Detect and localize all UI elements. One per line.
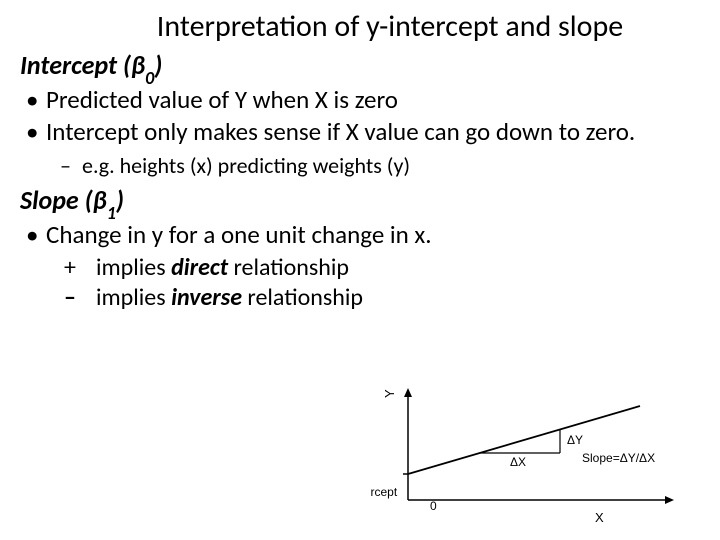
minus-emph: inverse	[171, 283, 242, 312]
beta-symbol: β	[131, 49, 145, 81]
x-axis-label: X	[595, 510, 604, 525]
delta-y-label: ΔY	[567, 433, 583, 447]
intercept-heading-pre: Intercept (	[20, 49, 131, 81]
slope-heading-post: )	[116, 184, 124, 216]
slope-bullet-1: Change in y for a one unit change in x.	[24, 220, 700, 250]
intercept-sub-bullets: e.g. heights (x) predicting weights (y)	[20, 152, 700, 180]
delta-x-label: ΔX	[510, 455, 526, 469]
intercept-sub-bullet-1: e.g. heights (x) predicting weights (y)	[60, 152, 700, 180]
slide: Interpretation of y-intercept and slope …	[0, 0, 720, 540]
plus-text-post: relationship	[228, 253, 349, 282]
slope-sign-list: + implies direct relationship – implies …	[20, 253, 700, 312]
minus-sign: –	[64, 283, 96, 312]
plus-sign: +	[64, 253, 96, 282]
chart-svg: Y X 0 Y intercept ΔX ΔY Slope=ΔY/ΔX	[370, 388, 690, 528]
plus-text: implies direct relationship	[96, 253, 349, 282]
minus-text-pre: implies	[96, 283, 171, 312]
minus-text: implies inverse relationship	[96, 283, 363, 312]
slope-chart: Y X 0 Y intercept ΔX ΔY Slope=ΔY/ΔX	[370, 388, 690, 528]
slope-heading-pre: Slope (	[20, 184, 93, 216]
y-intercept-label: Y intercept	[370, 485, 398, 499]
intercept-heading-post: )	[154, 49, 162, 81]
origin-label: 0	[430, 499, 437, 513]
slide-title: Interpretation of y-intercept and slope	[20, 8, 700, 45]
intercept-heading: Intercept (β0)	[20, 49, 700, 85]
slope-bullets: Change in y for a one unit change in x.	[20, 220, 700, 250]
slope-sign-plus: + implies direct relationship	[64, 253, 700, 282]
plus-text-pre: implies	[96, 253, 171, 282]
plus-emph: direct	[171, 253, 228, 282]
minus-text-post: relationship	[242, 283, 363, 312]
intercept-bullet-1: Predicted value of Y when X is zero	[24, 85, 700, 115]
y-axis-label: Y	[382, 389, 397, 398]
slope-sign-minus: – implies inverse relationship	[64, 283, 700, 312]
slope-formula-label: Slope=ΔY/ΔX	[582, 451, 655, 465]
x-axis-arrow-icon	[665, 496, 674, 504]
intercept-bullets: Predicted value of Y when X is zero Inte…	[20, 85, 700, 146]
intercept-bullet-2: Intercept only makes sense if X value ca…	[24, 117, 700, 147]
beta-symbol-2: β	[93, 184, 107, 216]
y-axis-arrow-icon	[404, 388, 412, 397]
slope-heading: Slope (β1)	[20, 184, 700, 220]
